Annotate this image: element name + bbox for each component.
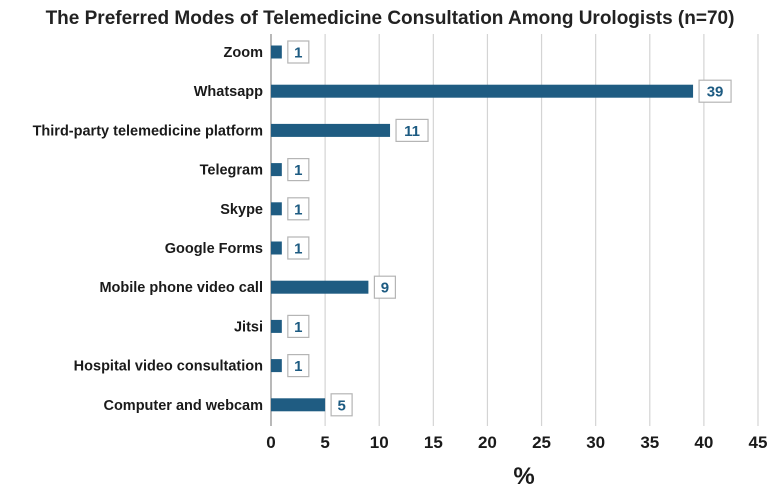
data-label: 1	[294, 201, 302, 218]
bar	[271, 241, 282, 255]
data-label: 1	[294, 162, 302, 179]
data-label: 11	[404, 123, 420, 140]
x-tick-label: 0	[266, 433, 275, 452]
x-tick-label: 30	[586, 433, 605, 452]
x-tick-label: 5	[320, 433, 329, 452]
data-label: 39	[707, 84, 724, 101]
category-label: Jitsi	[234, 319, 263, 335]
category-label: Third-party telemedicine platform	[33, 123, 263, 139]
data-label: 1	[294, 358, 302, 375]
category-label: Computer and webcam	[103, 398, 263, 414]
category-labels: Zoom Whatsapp Third-party telemedicine pla…	[33, 45, 264, 414]
bar	[271, 280, 369, 294]
data-label-box	[287, 236, 310, 260]
data-label: 1	[294, 241, 302, 258]
bar	[271, 45, 282, 59]
data-label-box	[287, 197, 310, 221]
data-label-box	[698, 79, 732, 103]
bar	[271, 359, 282, 373]
data-label-box	[287, 158, 310, 182]
data-label-box	[287, 354, 310, 378]
data-label: 5	[337, 397, 345, 414]
chart-title: The Preferred Modes of Telemedicine Cons…	[46, 8, 735, 29]
x-axis-title: %	[513, 463, 534, 490]
data-label: 1	[294, 319, 302, 336]
category-label: Google Forms	[165, 241, 263, 257]
data-label-box	[395, 118, 429, 143]
x-tick-label: 45	[749, 433, 768, 452]
x-tick-label: 10	[370, 433, 389, 452]
data-label-box	[287, 40, 310, 64]
data-label: 9	[381, 280, 389, 297]
data-label: 1	[294, 45, 302, 62]
bar	[271, 163, 282, 177]
x-tick-label: 25	[532, 433, 551, 452]
bar	[271, 319, 282, 333]
x-tick-label: 20	[478, 433, 497, 452]
x-tick-label: 40	[694, 433, 713, 452]
x-tick-label: 35	[640, 433, 659, 452]
x-tick-labels: 0 5 10 15 20 25 30 35 40 45	[266, 433, 767, 452]
category-label: Zoom	[224, 45, 263, 61]
x-tick-label: 15	[424, 433, 443, 452]
data-label-box	[373, 275, 396, 299]
category-label: Mobile phone video call	[99, 280, 263, 296]
category-label: Skype	[220, 202, 263, 218]
bar	[271, 84, 694, 98]
data-label-box	[330, 393, 353, 417]
bar	[271, 123, 391, 137]
category-label: Hospital video consultation	[74, 359, 263, 375]
bar	[271, 398, 326, 412]
bar	[271, 202, 282, 216]
category-label: Whatsapp	[194, 84, 263, 100]
category-label: Telegram	[200, 163, 263, 179]
data-label-box	[287, 314, 310, 338]
